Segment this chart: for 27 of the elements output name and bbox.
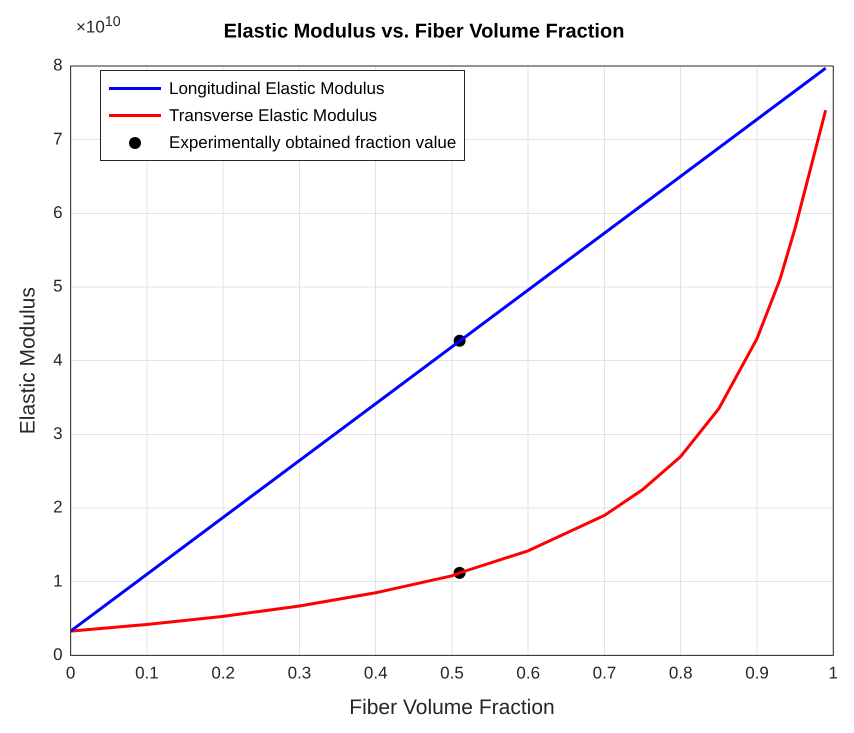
x-tick-label: 0.1 — [135, 663, 159, 682]
y-tick-label: 4 — [53, 350, 63, 370]
x-tick-label: 1 — [828, 663, 838, 682]
y-tick-label: 7 — [53, 129, 63, 148]
x-tick-label: 0.9 — [745, 663, 769, 682]
x-tick-label: 0.4 — [364, 663, 388, 682]
y-tick-label: 1 — [53, 571, 63, 590]
y-tick-label: 5 — [53, 276, 63, 296]
x-tick-label: 0.3 — [288, 663, 312, 682]
x-tick-label: 0.2 — [211, 663, 235, 682]
text: ×10$^{10}$ — [76, 14, 121, 38]
chart-title: Elastic Modulus vs. Fiber Volume Fraction — [224, 20, 624, 43]
y-axis-title: Elastic Modulus — [16, 287, 40, 434]
y-tick-label: 2 — [53, 498, 63, 517]
y-tick-label: 0 — [53, 645, 63, 664]
y-tick-label: 8 — [53, 56, 63, 75]
x-tick-label: 0.6 — [516, 663, 540, 682]
x-tick-label: 0.5 — [440, 663, 464, 682]
legend-label: Experimentally obtained fraction value — [169, 132, 456, 152]
x-tick-label: 0.8 — [668, 663, 693, 682]
x-tick-label: 0.7 — [592, 663, 616, 682]
y-tick-label: 6 — [53, 203, 63, 222]
y-tick-label: 3 — [53, 424, 63, 444]
legend-label: Transverse Elastic Modulus — [169, 106, 378, 126]
x-tick-label: 0 — [66, 663, 76, 682]
x-axis-title: Fiber Volume Fraction — [349, 696, 555, 720]
legend-label: Longitudinal Elastic Modulus — [169, 78, 384, 98]
